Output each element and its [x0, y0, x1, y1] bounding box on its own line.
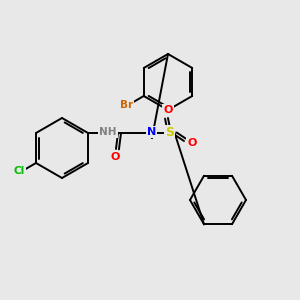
Text: O: O	[110, 152, 120, 162]
Text: NH: NH	[99, 127, 117, 137]
Text: S: S	[166, 125, 175, 139]
Text: O: O	[187, 138, 197, 148]
Text: N: N	[147, 127, 157, 137]
Text: Br: Br	[120, 100, 133, 110]
Text: Cl: Cl	[14, 166, 25, 176]
Text: O: O	[163, 105, 173, 115]
